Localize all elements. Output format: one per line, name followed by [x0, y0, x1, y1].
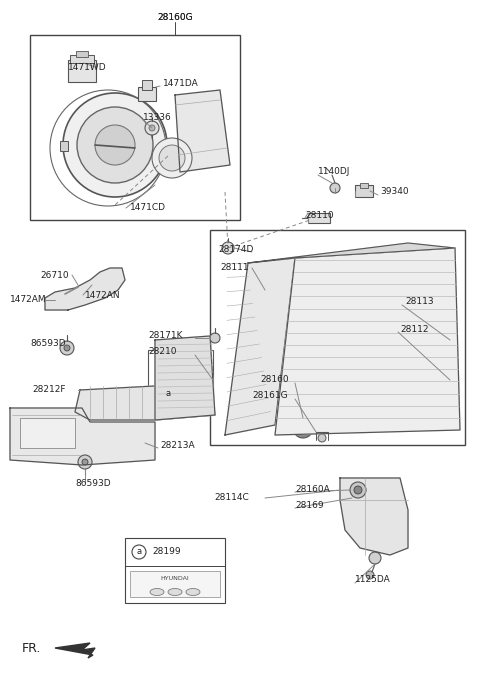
Text: 1471CD: 1471CD: [130, 204, 166, 213]
Text: 28114C: 28114C: [214, 493, 249, 503]
Text: HYUNDAI: HYUNDAI: [161, 576, 190, 582]
Text: 39340: 39340: [380, 187, 408, 196]
Polygon shape: [275, 248, 460, 435]
Polygon shape: [175, 90, 230, 172]
Text: 28111: 28111: [220, 263, 249, 272]
Bar: [30, 35, 240, 220]
Circle shape: [160, 385, 176, 401]
Bar: [138, 87, 156, 101]
Circle shape: [293, 418, 313, 438]
Polygon shape: [55, 643, 95, 658]
Bar: [68, 60, 96, 82]
Text: 28210: 28210: [148, 348, 177, 357]
Text: FR.: FR.: [22, 641, 41, 654]
Circle shape: [152, 138, 192, 178]
Bar: [142, 80, 152, 90]
Bar: [70, 55, 94, 63]
Polygon shape: [155, 336, 215, 420]
Bar: [20, 418, 75, 448]
Circle shape: [82, 459, 88, 465]
Polygon shape: [10, 408, 155, 465]
Bar: [60, 141, 68, 151]
Text: 28113: 28113: [405, 298, 433, 307]
Text: a: a: [136, 547, 142, 556]
Ellipse shape: [186, 589, 200, 595]
Circle shape: [298, 423, 308, 433]
Text: 86593D: 86593D: [30, 338, 66, 348]
Bar: [130, 571, 220, 597]
Text: 1125DA: 1125DA: [355, 576, 391, 584]
Text: 13336: 13336: [143, 113, 172, 121]
Circle shape: [354, 486, 362, 494]
Text: 1471DA: 1471DA: [163, 78, 199, 88]
Ellipse shape: [168, 589, 182, 595]
Circle shape: [145, 121, 159, 135]
Text: 1140DJ: 1140DJ: [318, 167, 350, 176]
Bar: [125, 538, 225, 603]
Polygon shape: [225, 258, 295, 435]
Text: 86593D: 86593D: [75, 479, 110, 488]
Text: 28160G: 28160G: [157, 14, 193, 23]
Text: 28112: 28112: [400, 325, 429, 335]
Text: 26710: 26710: [40, 270, 69, 279]
Polygon shape: [248, 243, 455, 263]
Circle shape: [149, 125, 155, 131]
Text: 28160A: 28160A: [295, 486, 330, 495]
Text: 28110: 28110: [305, 211, 334, 220]
Text: 1471WD: 1471WD: [68, 62, 107, 71]
Text: 28160: 28160: [260, 375, 288, 384]
Text: a: a: [166, 388, 170, 397]
Text: 28161G: 28161G: [252, 392, 288, 401]
Circle shape: [78, 455, 92, 469]
Circle shape: [210, 333, 220, 343]
Bar: [355, 185, 373, 197]
Text: 28199: 28199: [152, 547, 180, 556]
Polygon shape: [75, 383, 215, 420]
Bar: [360, 183, 368, 188]
Bar: [76, 51, 88, 57]
Text: 28212F: 28212F: [32, 386, 65, 394]
Bar: [308, 213, 330, 223]
Circle shape: [222, 242, 234, 254]
Text: 28169: 28169: [295, 501, 324, 510]
Text: 28171K: 28171K: [148, 331, 182, 340]
Text: 1472AM: 1472AM: [10, 296, 47, 305]
Bar: [210, 230, 465, 445]
Circle shape: [369, 552, 381, 564]
Circle shape: [366, 571, 374, 579]
Ellipse shape: [150, 589, 164, 595]
Polygon shape: [340, 478, 408, 555]
Circle shape: [95, 125, 135, 165]
Circle shape: [330, 183, 340, 193]
Text: 1472AN: 1472AN: [85, 290, 120, 300]
Circle shape: [318, 434, 326, 442]
Circle shape: [64, 345, 70, 351]
Text: 28174D: 28174D: [218, 244, 253, 254]
Polygon shape: [45, 268, 125, 310]
Circle shape: [350, 482, 366, 498]
Circle shape: [159, 145, 185, 171]
Circle shape: [60, 341, 74, 355]
Bar: [148, 350, 213, 415]
Text: 28213A: 28213A: [160, 442, 194, 451]
Circle shape: [77, 107, 153, 183]
Circle shape: [63, 93, 167, 197]
Text: 28160G: 28160G: [157, 14, 193, 23]
Circle shape: [132, 545, 146, 559]
